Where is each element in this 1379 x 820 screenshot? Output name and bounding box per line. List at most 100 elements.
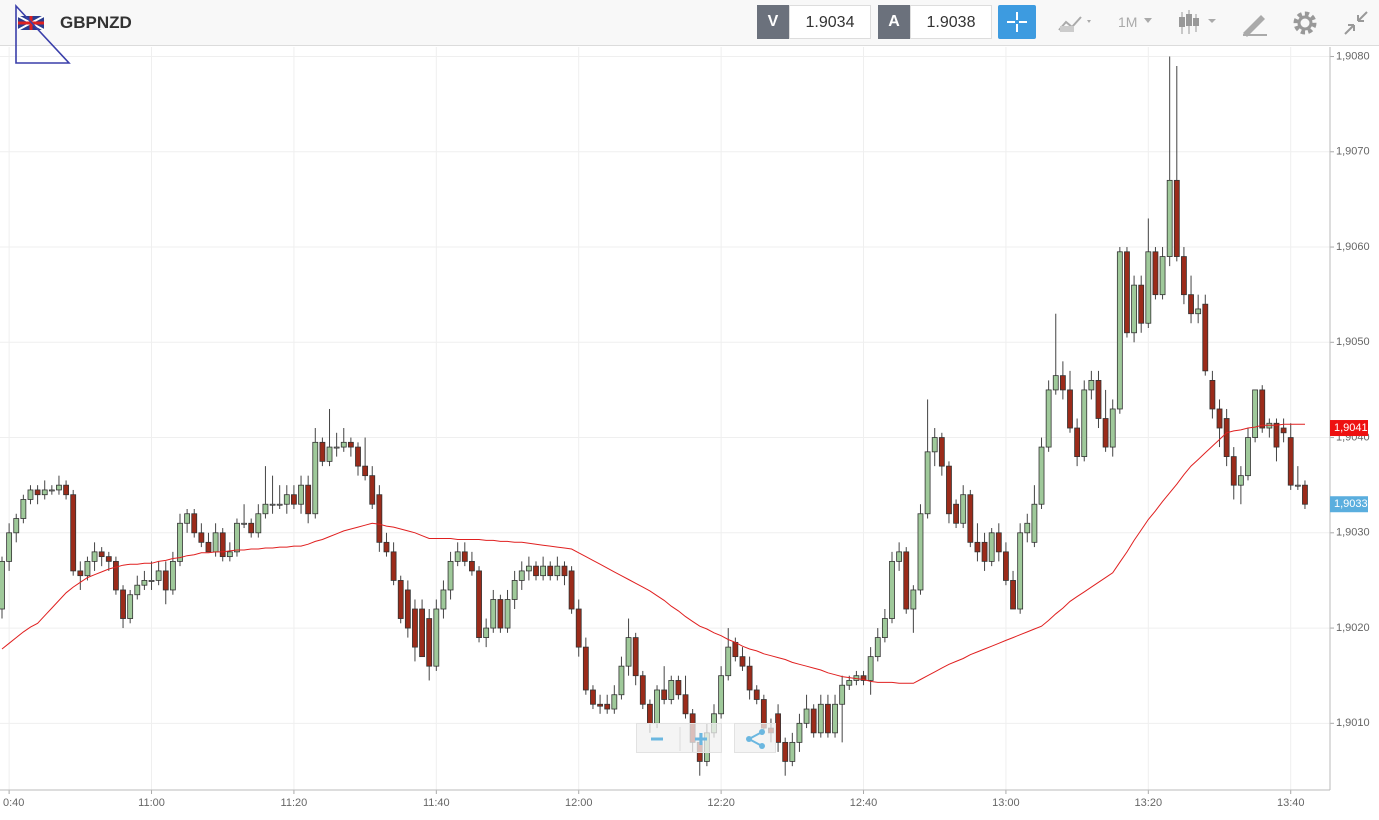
candle-body xyxy=(198,532,205,543)
symbol-icons xyxy=(15,3,71,64)
candle-body xyxy=(1081,389,1088,458)
bid-price[interactable]: 1.9034 xyxy=(789,5,871,39)
candle-body xyxy=(938,437,945,467)
candle-body xyxy=(113,560,119,591)
candle-body xyxy=(974,541,981,553)
zoom-icons[interactable] xyxy=(637,724,723,754)
candle-body xyxy=(611,694,618,710)
candle-body xyxy=(41,489,48,496)
y-tick-label: 1,9010 xyxy=(1336,717,1370,729)
candle-body xyxy=(369,475,376,505)
candle-body xyxy=(1259,389,1266,429)
candle-body xyxy=(725,646,732,677)
drawn-triangle xyxy=(15,3,71,64)
timeframe-caret[interactable] xyxy=(1143,17,1155,27)
candle-body xyxy=(376,494,383,543)
bid-label[interactable]: V xyxy=(757,5,789,39)
candle-body xyxy=(561,565,568,577)
candle-body xyxy=(91,551,98,562)
candle-body xyxy=(1102,418,1109,448)
candle-body xyxy=(810,708,817,734)
candle-body xyxy=(141,580,148,586)
candle-body xyxy=(1202,303,1209,372)
y-tick-label: 1,9060 xyxy=(1336,241,1370,253)
candle-body xyxy=(127,594,134,619)
candle-body xyxy=(1003,551,1009,581)
candle-body xyxy=(639,675,646,705)
candle-body xyxy=(803,708,810,724)
candle-body xyxy=(447,560,454,591)
timeframe[interactable]: 1M xyxy=(1118,14,1138,30)
candle-body xyxy=(48,489,55,492)
candle-body xyxy=(461,551,468,562)
candle-body xyxy=(347,441,354,448)
candle-body xyxy=(184,513,191,524)
candle-body xyxy=(518,570,525,581)
candle-body xyxy=(604,703,611,710)
candle-body xyxy=(981,541,988,562)
candle-body xyxy=(13,518,20,534)
plot-background xyxy=(0,47,1330,790)
candle-body xyxy=(1067,389,1073,429)
candle-body xyxy=(917,513,924,591)
candle-body xyxy=(789,741,796,762)
candle-body xyxy=(874,637,881,658)
candle-body xyxy=(597,703,603,707)
x-tick-label: 11:00 xyxy=(138,797,165,809)
ask-price[interactable]: 1.9038 xyxy=(910,5,992,39)
candle-body xyxy=(782,741,789,762)
x-tick-label: 12:20 xyxy=(707,797,735,809)
candle-body xyxy=(889,560,895,619)
candle-body xyxy=(547,565,554,577)
candle-body xyxy=(946,465,952,515)
candle-body xyxy=(590,689,596,705)
x-tick-label: 13:00 xyxy=(992,797,1020,809)
zoom-controls xyxy=(636,723,722,753)
candle-body xyxy=(291,494,297,505)
moving-average-line xyxy=(1,423,1305,684)
candle-body xyxy=(540,565,547,577)
candle-body xyxy=(632,637,639,677)
candle-body xyxy=(77,570,84,577)
candle-body xyxy=(1152,251,1159,296)
candle-body xyxy=(269,503,276,506)
share-icon xyxy=(746,729,765,749)
candle-body xyxy=(155,570,162,581)
candle-body xyxy=(1287,437,1294,486)
candle-body xyxy=(433,608,440,667)
crosshair-button[interactable] xyxy=(998,5,1036,39)
candle-body xyxy=(27,489,34,500)
candle-body xyxy=(20,499,27,519)
candle-body xyxy=(56,484,62,491)
candle-body xyxy=(568,570,575,610)
candle-body xyxy=(910,589,917,610)
chart-type-button[interactable] xyxy=(1055,8,1095,38)
collapse-button[interactable] xyxy=(1341,8,1371,38)
candle-body xyxy=(867,656,874,681)
candle-body xyxy=(340,441,347,448)
candle-body xyxy=(817,703,824,734)
candle-body xyxy=(796,722,803,743)
candle-body xyxy=(205,541,212,553)
candle-body xyxy=(262,503,269,515)
share-button[interactable] xyxy=(734,723,776,753)
candle-body xyxy=(668,680,675,700)
candle-body xyxy=(63,484,69,496)
candle-body xyxy=(839,684,846,705)
drawing-tool-button[interactable] xyxy=(1240,8,1270,38)
candle-body xyxy=(995,532,1002,553)
candle-body xyxy=(753,689,760,700)
candle-body xyxy=(1302,484,1308,505)
candle-style-button[interactable] xyxy=(1177,8,1222,38)
candle-body xyxy=(412,608,418,648)
candle-body xyxy=(255,513,262,534)
candle-body xyxy=(98,551,105,558)
settings-button[interactable] xyxy=(1290,8,1320,38)
x-tick-label: 11:20 xyxy=(281,797,308,809)
candle-body xyxy=(718,675,725,715)
candle-body xyxy=(881,618,888,638)
ask-label[interactable]: A xyxy=(878,5,910,39)
candle-body xyxy=(312,441,319,515)
candle-body xyxy=(1195,308,1202,315)
candle-body xyxy=(1052,375,1059,391)
